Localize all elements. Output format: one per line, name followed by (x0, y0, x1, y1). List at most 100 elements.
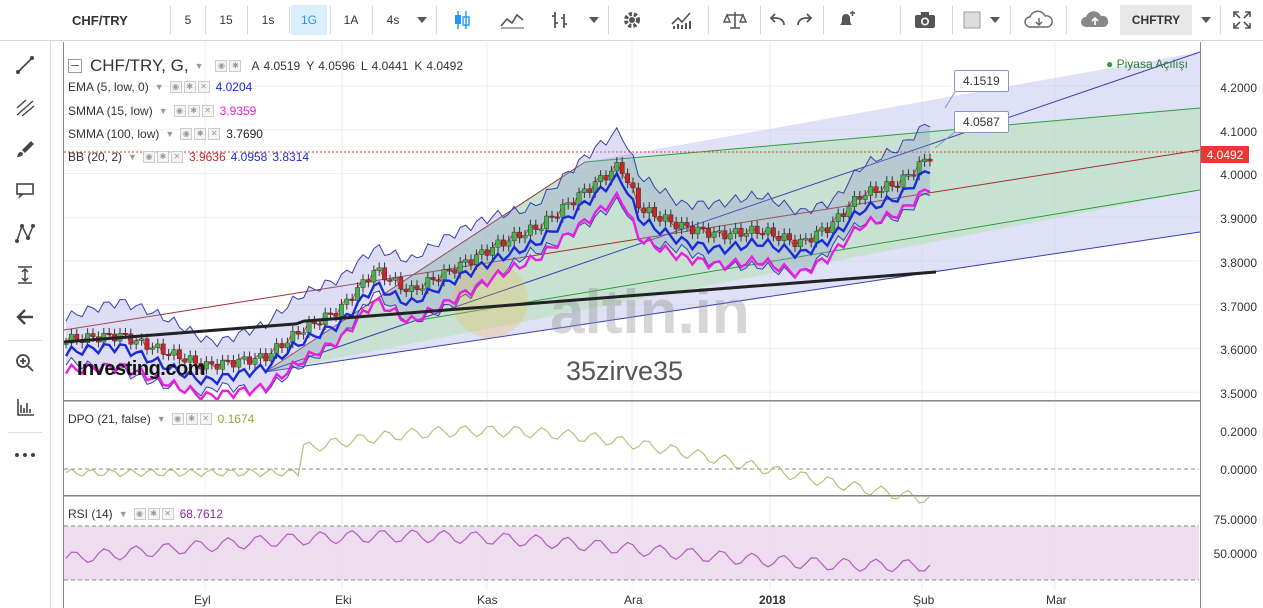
candle-body (414, 285, 420, 290)
candle-body (571, 202, 577, 206)
current-price-tag: 4.0492 (1201, 146, 1249, 163)
color-dropdown-icon[interactable] (986, 5, 1004, 35)
legend-bb[interactable]: BB (20, 2) ▼ ◉ ✱ ✕ 3.9636 4.0958 3.8314 (68, 150, 309, 164)
legend-rsi[interactable]: RSI (14) ▼ ◉ ✱ ✕ 68.7612 (68, 507, 223, 521)
price-tick: 4.2000 (1220, 81, 1257, 95)
candle-body (366, 279, 371, 283)
rsi-controls[interactable]: ◉ ✱ ✕ (133, 508, 174, 520)
pane-divider-dpo[interactable] (63, 400, 1200, 401)
candle-body (722, 230, 728, 240)
collapse-legend-icon[interactable] (68, 59, 82, 73)
legend-smma100[interactable]: SMMA (100, low) ▼ ◉ ✱ ✕ 3.7690 (68, 127, 263, 141)
alert-bell-icon[interactable] (828, 5, 864, 35)
pattern-icon[interactable] (7, 218, 43, 248)
trend-line-icon[interactable] (7, 50, 43, 80)
symbol-search[interactable]: CHF/TRY (72, 12, 128, 28)
x-tick: Şub (913, 593, 935, 607)
candle-body (166, 354, 171, 356)
smma15-line (64, 188, 931, 402)
candle-body (463, 259, 468, 263)
rsi-line (65, 529, 931, 573)
candle-body (306, 320, 312, 333)
legend-dpo[interactable]: DPO (21, false) ▼ ◉ ✱ ✕ 0.1674 (68, 412, 254, 426)
candle-body (220, 359, 225, 370)
settings-gear-icon[interactable] (614, 5, 650, 35)
interval-4s[interactable]: 4s (386, 13, 400, 27)
measure-icon[interactable] (7, 260, 43, 290)
interval-15[interactable]: 15 (219, 13, 233, 27)
ema-controls[interactable]: ◉ ✱ ✕ (169, 81, 210, 93)
candle-body (517, 231, 523, 239)
candle-body (274, 343, 279, 354)
candle-body (700, 226, 706, 229)
smma100-dropdown-icon[interactable]: ▼ (165, 129, 175, 139)
smma15-controls[interactable]: ◉ ✱ ✕ (173, 105, 214, 117)
candle-body (587, 188, 593, 193)
x-tick: 2018 (759, 593, 786, 607)
bb-dropdown-icon[interactable]: ▼ (128, 152, 137, 162)
candle-body (825, 227, 830, 233)
candle-body (236, 358, 242, 368)
legend-controls[interactable]: ◉ ✱ (215, 60, 242, 72)
callout-leader (934, 131, 956, 149)
pane-divider-rsi[interactable] (63, 495, 1200, 496)
interval-1a[interactable]: 1A (343, 13, 359, 27)
legend-ema[interactable]: EMA (5, low, 0) ▼ ◉ ✱ ✕ 4.0204 (68, 80, 252, 94)
legend-smma15[interactable]: SMMA (15, low) ▼ ◉ ✱ ✕ 3.9359 (68, 104, 256, 118)
smma100-controls[interactable]: ◉ ✱ ✕ (180, 128, 221, 140)
text-callout-icon[interactable] (7, 176, 43, 206)
candle-body (511, 231, 517, 242)
bar-chart-icon[interactable] (540, 5, 580, 35)
candle-body (74, 333, 80, 340)
candle-body (522, 235, 528, 239)
rsi-dropdown-icon[interactable]: ▼ (118, 509, 128, 519)
bb-value-2: 4.0958 (230, 150, 268, 164)
area-chart-icon[interactable] (492, 5, 532, 35)
candle-body (868, 186, 874, 196)
candle-body (339, 304, 344, 317)
fibonacci-icon[interactable] (7, 92, 43, 122)
ema-dropdown-icon[interactable]: ▼ (154, 82, 164, 92)
more-options-icon[interactable] (7, 440, 43, 470)
interval-1s[interactable]: 1s (261, 13, 275, 27)
price-tick: 3.5000 (1220, 387, 1257, 401)
candle-body (447, 269, 452, 272)
callout-upper[interactable]: 4.1519 (954, 70, 1009, 92)
zoom-in-icon[interactable] (7, 348, 43, 378)
cloud-upload-icon[interactable] (1072, 5, 1118, 35)
candle-body (555, 216, 560, 219)
cloud-download-icon[interactable] (1016, 5, 1062, 35)
watermark-user: 35zirve35 (566, 356, 684, 386)
compare-scale-icon[interactable] (716, 5, 754, 35)
brush-icon[interactable] (7, 134, 43, 164)
undo-icon[interactable] (764, 5, 790, 35)
callout-lower[interactable]: 4.0587 (954, 111, 1009, 133)
ruler-icon[interactable] (7, 392, 43, 422)
candle-body (209, 361, 215, 365)
interval-5[interactable]: 5 (184, 13, 192, 27)
symbol-right-box[interactable]: CHFTRY (1120, 5, 1192, 35)
fullscreen-icon[interactable] (1226, 5, 1258, 35)
ohlc-l-label: L (360, 59, 368, 73)
dpo-dropdown-icon[interactable]: ▼ (156, 414, 166, 424)
color-swatch-icon[interactable] (958, 5, 986, 35)
dpo-controls[interactable]: ◉ ✱ ✕ (171, 413, 212, 425)
chart-type-dropdown-icon[interactable] (584, 5, 604, 35)
bollinger-upper (65, 123, 931, 348)
price-tick: 3.9000 (1220, 212, 1257, 226)
back-arrow-icon[interactable] (7, 302, 43, 332)
smma15-dropdown-icon[interactable]: ▼ (158, 106, 168, 116)
redo-icon[interactable] (792, 5, 818, 35)
camera-icon[interactable] (906, 5, 944, 35)
candle-body (711, 231, 717, 238)
indicators-icon[interactable] (662, 5, 702, 35)
candlestick-icon[interactable] (444, 5, 480, 35)
bb-controls[interactable]: ◉ ✱ ✕ (142, 151, 183, 163)
legend-title-dropdown-icon[interactable]: ▼ (194, 61, 204, 71)
symbol-dropdown-icon[interactable] (1196, 5, 1216, 35)
candle-body (490, 247, 495, 256)
rsi-tick: 50.0000 (1213, 547, 1257, 561)
candle-body (430, 277, 436, 280)
interval-dropdown-icon[interactable] (412, 5, 432, 35)
interval-1g[interactable]: 1G (291, 5, 327, 35)
